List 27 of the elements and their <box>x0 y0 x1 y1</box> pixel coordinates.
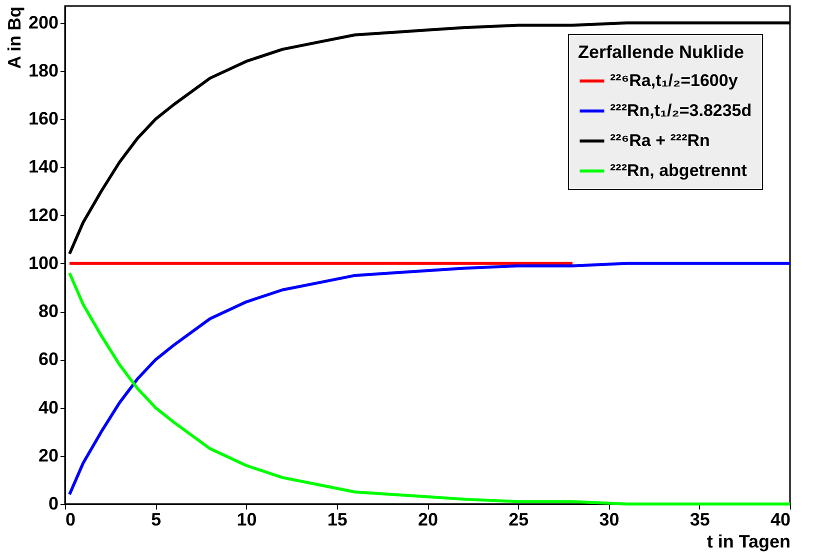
y-tick-label: 60 <box>38 349 58 370</box>
y-tick-label: 140 <box>28 156 58 177</box>
x-tick-label: 0 <box>66 510 76 530</box>
y-tick-label: 80 <box>38 301 58 322</box>
x-tick-label: 10 <box>236 510 257 530</box>
y-tick-label: 180 <box>28 60 58 80</box>
y-axis-title: A in Bq <box>4 6 24 69</box>
y-tick-label: 160 <box>28 108 58 129</box>
x-tick-label: 15 <box>327 510 348 530</box>
y-tick-label: 0 <box>48 494 58 514</box>
x-tick-label: 30 <box>599 510 620 530</box>
x-axis-title: t in Tagen <box>706 532 790 552</box>
y-tick-label: 200 <box>28 12 58 32</box>
x-tick-label: 20 <box>418 510 438 530</box>
x-tick-label: 35 <box>690 510 710 530</box>
x-tick-label: 25 <box>508 510 529 530</box>
x-tick-label: 40 <box>770 510 790 530</box>
y-tick-label: 40 <box>38 397 58 418</box>
legend-label: ²²²Rn,t₁/₂=3.8235d <box>610 101 752 120</box>
legend-label: ²²⁶Ra,t₁/₂=1600y <box>610 71 738 90</box>
y-tick-label: 120 <box>28 204 58 225</box>
x-tick-label: 5 <box>151 510 162 530</box>
legend-title: Zerfallende Nuklide <box>578 42 744 62</box>
y-tick-label: 100 <box>28 252 58 273</box>
legend-label: ²²⁶Ra + ²²²Rn <box>610 131 710 150</box>
y-tick-label: 20 <box>38 445 58 466</box>
legend-label: ²²²Rn, abgetrennt <box>610 161 748 180</box>
